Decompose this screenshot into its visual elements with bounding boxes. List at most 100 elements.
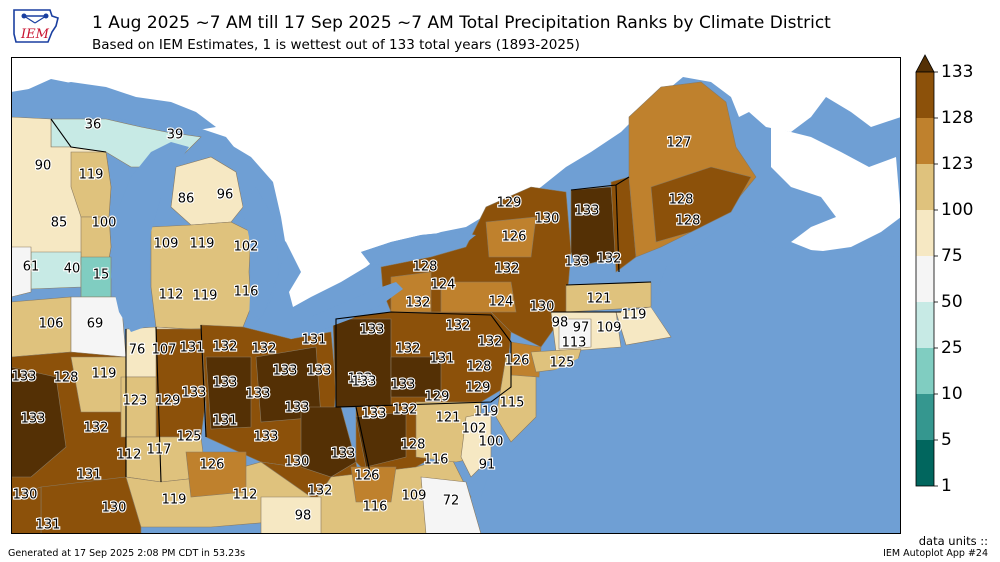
district-rank: 100 xyxy=(479,435,504,450)
district-rank: 127 xyxy=(667,136,692,151)
district-rank: 61 xyxy=(23,260,40,275)
district-rank: 128 xyxy=(676,214,701,229)
district-rank: 121 xyxy=(436,411,461,426)
district-rank: 133 xyxy=(21,412,46,427)
district-rank: 132 xyxy=(84,421,109,436)
logo-text: IEM xyxy=(20,27,50,42)
district-rank: 133 xyxy=(575,204,600,219)
district-rank: 131 xyxy=(430,352,455,367)
district-rank: 69 xyxy=(87,317,104,332)
colorbar-tick-label: 10 xyxy=(941,384,963,404)
colorbar-tick-label: 75 xyxy=(941,246,963,266)
district-rank: 102 xyxy=(234,240,259,255)
district-rank: 126 xyxy=(505,354,530,369)
district-rank: 124 xyxy=(489,295,514,310)
district-rank: 133 xyxy=(182,386,207,401)
district-rank: 126 xyxy=(200,458,225,473)
district-rank: 98 xyxy=(552,316,569,331)
colorbar-bins xyxy=(915,54,935,487)
district-rank: 132 xyxy=(252,342,277,357)
district-rank: 112 xyxy=(159,288,184,303)
district-rank: 86 xyxy=(178,192,195,207)
district-rank: 15 xyxy=(93,268,110,283)
district-rank: 107 xyxy=(152,343,177,358)
district-rank: 132 xyxy=(393,403,418,418)
district-rank: 130 xyxy=(535,212,560,227)
district-rank: 113 xyxy=(562,336,587,351)
district-rank: 133 xyxy=(246,387,271,402)
generated-timestamp: Generated at 17 Sep 2025 2:08 PM CDT in … xyxy=(8,548,246,559)
colorbar-tick-label: 25 xyxy=(941,338,963,358)
district-rank: 112 xyxy=(233,488,258,503)
app-label: IEM Autoplot App #24 xyxy=(883,548,988,559)
district-rank: 124 xyxy=(431,278,456,293)
district-rank: 119 xyxy=(622,308,647,323)
district-rank: 131 xyxy=(36,518,61,533)
district-rank: 131 xyxy=(77,468,102,483)
district-rank: 97 xyxy=(573,321,590,336)
district-rank: 133 xyxy=(352,375,377,390)
district-rank: 128 xyxy=(401,438,426,453)
district-rank: 133 xyxy=(254,430,279,445)
district-rank: 72 xyxy=(443,494,460,509)
district-rank: 90 xyxy=(35,159,52,174)
district-rank: 129 xyxy=(497,196,522,211)
district-rank: 132 xyxy=(213,340,238,355)
district-rank: 130 xyxy=(285,455,310,470)
maritimes-land xyxy=(771,127,901,252)
map-subtitle: Based on IEM Estimates, 1 is wettest out… xyxy=(92,37,580,53)
district-rank: 129 xyxy=(156,394,181,409)
colorbar-bin xyxy=(916,348,934,394)
map-title: 1 Aug 2025 ~7 AM till 17 Sep 2025 ~7 AM … xyxy=(92,13,831,33)
district-rank: 132 xyxy=(396,342,421,357)
district-rank: 130 xyxy=(13,488,38,503)
district-fills xyxy=(11,81,757,534)
district-rank: 133 xyxy=(391,378,416,393)
district-rank: 126 xyxy=(502,230,527,245)
district-rank: 91 xyxy=(479,458,496,473)
district-rank: 128 xyxy=(669,193,694,208)
district-rank: 125 xyxy=(177,430,202,445)
district-labels: 36 39 90 119 86 96 85 100 109 119 102 61… xyxy=(11,116,702,533)
colorbar-bin xyxy=(916,72,934,118)
district-rank: 119 xyxy=(79,168,104,183)
colorbar-tick-label: 128 xyxy=(941,108,973,128)
district-rank: 133 xyxy=(565,255,590,270)
district-rank: 132 xyxy=(308,484,333,499)
district-rank: 126 xyxy=(355,469,380,484)
data-units-label: data units :: xyxy=(918,534,988,548)
colorbar-bin xyxy=(916,210,934,256)
district-rank: 128 xyxy=(413,260,438,275)
district-rank: 116 xyxy=(363,500,388,515)
district-rank: 109 xyxy=(597,321,622,336)
district-rank: 112 xyxy=(117,448,142,463)
district-rank: 98 xyxy=(295,509,312,524)
colorbar-over-triangle xyxy=(915,54,935,73)
district-rank: 129 xyxy=(466,381,491,396)
district-rank: 132 xyxy=(597,252,622,267)
colorbar-bin xyxy=(916,302,934,348)
district-rank: 96 xyxy=(217,188,234,203)
district-rank: 123 xyxy=(123,394,148,409)
district-rank: 132 xyxy=(406,296,431,311)
district-rank: 116 xyxy=(424,453,449,468)
district-rank: 132 xyxy=(478,335,503,350)
district-rank: 109 xyxy=(154,237,179,252)
district-rank: 133 xyxy=(362,407,387,422)
district-rank: 109 xyxy=(402,489,427,504)
district-rank: 133 xyxy=(213,376,238,391)
district-rank: 132 xyxy=(446,319,471,334)
district-rank: 106 xyxy=(39,317,64,332)
district-rank: 100 xyxy=(92,216,117,231)
precipitation-rank-map: 36 39 90 119 86 96 85 100 109 119 102 61… xyxy=(11,57,901,534)
district-rank: 119 xyxy=(193,289,218,304)
canada-land xyxy=(11,57,901,307)
district-rank: 121 xyxy=(587,292,612,307)
district-rank: 133 xyxy=(273,364,298,379)
colorbar-bin xyxy=(916,256,934,302)
colorbar-tick-label: 133 xyxy=(941,62,973,82)
district-rank: 119 xyxy=(162,493,187,508)
district-rank: 119 xyxy=(92,367,117,382)
district-rank: 133 xyxy=(285,401,310,416)
district-rank: 125 xyxy=(550,356,575,371)
